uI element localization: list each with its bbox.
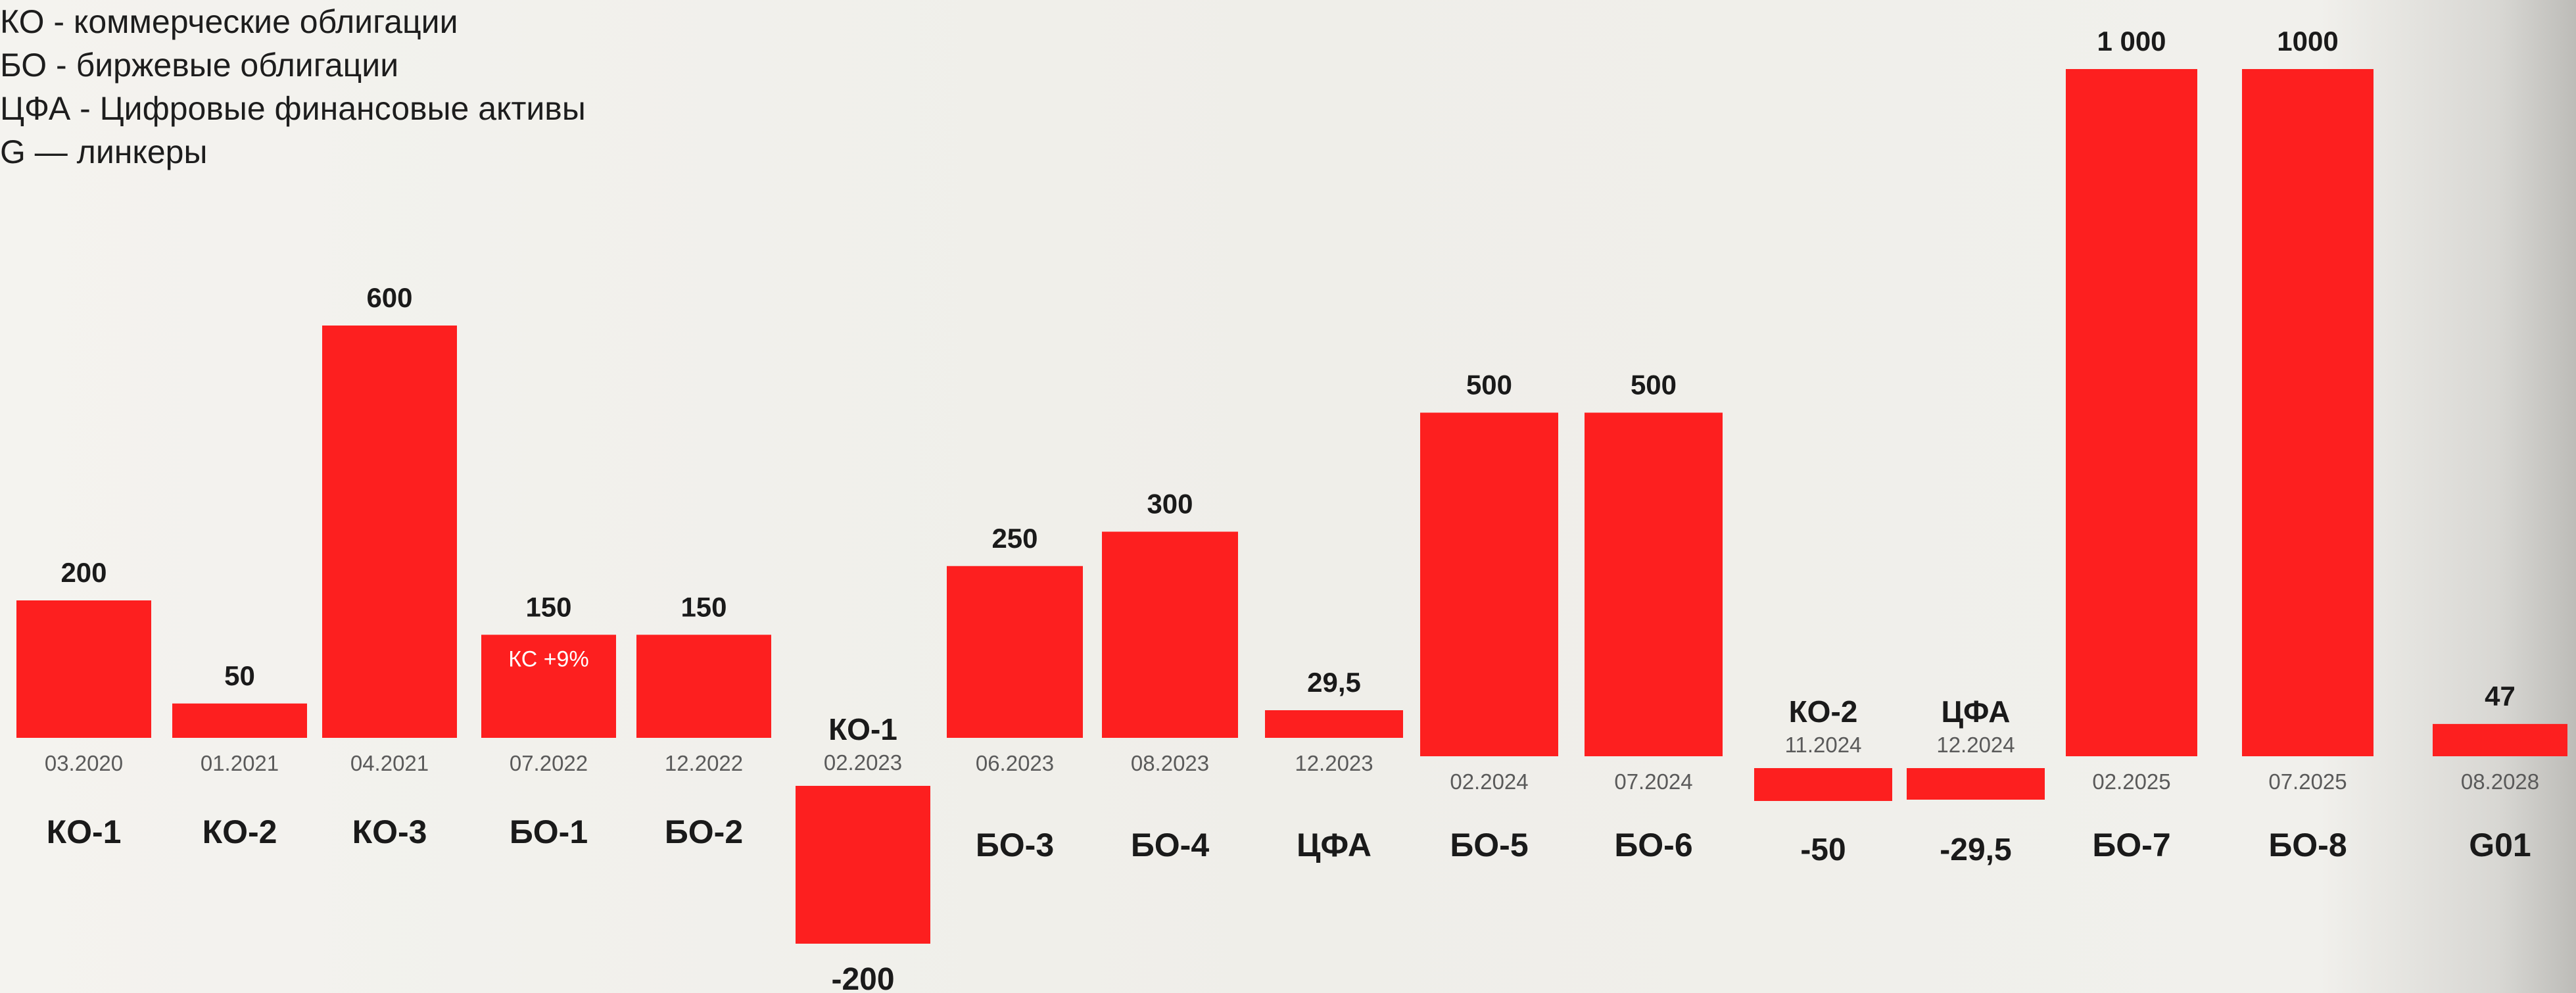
legend-line-ko: КО - коммерческие облигации — [0, 3, 458, 40]
bar — [2242, 69, 2373, 756]
bar-value-label: 150 — [680, 591, 727, 622]
bar-date-label: 08.2023 — [1131, 751, 1209, 775]
bar — [1265, 710, 1403, 738]
bar — [1585, 412, 1723, 756]
bar — [481, 635, 616, 738]
bar-value-label: 1000 — [2277, 26, 2338, 57]
bar-date-label: 12.2022 — [665, 751, 743, 775]
bar-date-label: 01.2021 — [201, 751, 279, 775]
bar-category-label: БО-3 — [976, 827, 1054, 863]
bar-value-label: 29,5 — [1307, 667, 1361, 698]
bar-category-label: КО-3 — [352, 813, 427, 850]
bar-value-label: 500 — [1466, 370, 1512, 400]
bar-category-label: КО-2 — [203, 813, 277, 850]
bar-category-label: БО-4 — [1131, 827, 1209, 863]
bar-value-label: 250 — [991, 523, 1038, 554]
bar-value-label: 500 — [1631, 370, 1677, 400]
bar — [796, 786, 930, 944]
bar-date-label: 02.2025 — [2092, 769, 2170, 794]
bar — [322, 326, 457, 738]
bar-value-label: 200 — [60, 557, 107, 588]
bar-value-label: -29,5 — [1940, 833, 2011, 867]
bar-category-label: БО-7 — [2092, 827, 2170, 863]
bar — [16, 600, 151, 738]
bar-value-label: 300 — [1147, 489, 1193, 520]
bar-date-label: 08.2028 — [2461, 769, 2539, 794]
bar-value-label: -200 — [831, 962, 894, 993]
bar-date-label: 07.2025 — [2268, 769, 2347, 794]
bar — [2433, 723, 2567, 756]
bar — [1420, 412, 1558, 756]
bar-category-label: G01 — [2469, 827, 2531, 863]
bar-date-label: 07.2024 — [1614, 769, 1692, 794]
legend: КО - коммерческие облигации БО - биржевы… — [0, 0, 586, 174]
bar-value-label: 47 — [2485, 681, 2516, 712]
bar — [1754, 768, 1892, 801]
bar-value-label: 600 — [366, 282, 412, 313]
bar — [636, 635, 771, 738]
bar-category-label: БО-8 — [2268, 827, 2347, 863]
bar-category-label: ЦФА — [1942, 694, 2011, 729]
bar-value-label: 150 — [525, 591, 571, 622]
bar-date-label: 07.2022 — [510, 751, 588, 775]
bar — [1102, 531, 1238, 738]
legend-line-bo: БО - биржевые облигации — [0, 47, 399, 84]
bar-category-label: КО-1 — [47, 813, 122, 850]
bar-category-label: БО-1 — [510, 813, 588, 850]
bar-value-label: -50 — [1800, 833, 1846, 867]
bar-date-label: 12.2023 — [1295, 751, 1373, 775]
bar-date-label: 04.2021 — [350, 751, 429, 775]
bar-date-label: 06.2023 — [976, 751, 1054, 775]
bar-date-label: 03.2020 — [45, 751, 123, 775]
bar-date-label: 11.2024 — [1785, 733, 1862, 757]
bar-category-label: БО-2 — [665, 813, 743, 850]
bar-date-label: 02.2023 — [824, 750, 902, 775]
legend-line-cfa: ЦФА - Цифровые финансовые активы — [0, 90, 586, 127]
legend-line-g: G — линкеры — [0, 133, 208, 170]
bar-category-label: КО-2 — [1789, 694, 1858, 729]
bar-date-label: 02.2024 — [1450, 769, 1528, 794]
bar-date-label: 12.2024 — [1936, 733, 2015, 757]
bar-category-label: БО-6 — [1614, 827, 1692, 863]
bar-value-label: 50 — [224, 660, 255, 691]
bar-category-label: ЦФА — [1297, 827, 1371, 863]
bar — [947, 566, 1083, 738]
bar — [2066, 69, 2197, 756]
bar — [1907, 768, 2045, 800]
bar-category-label: КО-1 — [828, 712, 897, 746]
bar-value-label: 1 000 — [2097, 26, 2166, 57]
bar — [172, 703, 307, 738]
bar-category-label: БО-5 — [1450, 827, 1528, 863]
bar-inner-label: КС +9% — [508, 646, 588, 671]
